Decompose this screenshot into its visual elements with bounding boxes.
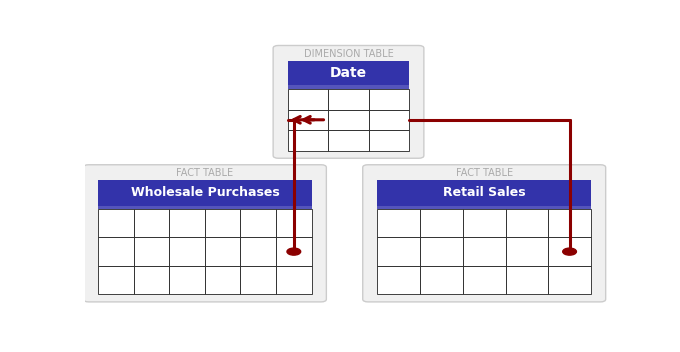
Bar: [169, 209, 205, 237]
Bar: [98, 206, 311, 209]
Bar: [241, 237, 276, 266]
Bar: [505, 209, 548, 237]
Text: Retail Sales: Retail Sales: [443, 187, 526, 200]
Bar: [377, 209, 420, 237]
Circle shape: [563, 248, 577, 255]
Bar: [369, 130, 409, 151]
Bar: [288, 89, 328, 109]
Circle shape: [287, 248, 301, 255]
Bar: [377, 237, 420, 266]
Text: FACT TABLE: FACT TABLE: [176, 168, 233, 178]
Bar: [288, 86, 409, 89]
Bar: [548, 209, 591, 237]
Bar: [205, 266, 241, 294]
Bar: [377, 266, 420, 294]
Bar: [276, 266, 311, 294]
Bar: [169, 266, 205, 294]
Bar: [548, 237, 591, 266]
Bar: [98, 181, 311, 206]
Bar: [288, 61, 409, 86]
FancyBboxPatch shape: [84, 165, 326, 302]
Bar: [134, 209, 169, 237]
Bar: [463, 266, 505, 294]
Text: Date: Date: [330, 66, 367, 80]
Text: DIMENSION TABLE: DIMENSION TABLE: [304, 49, 393, 59]
Bar: [134, 266, 169, 294]
Bar: [134, 237, 169, 266]
Bar: [463, 209, 505, 237]
Text: FACT TABLE: FACT TABLE: [456, 168, 513, 178]
Bar: [98, 237, 134, 266]
Bar: [328, 130, 369, 151]
Bar: [328, 109, 369, 130]
Bar: [241, 266, 276, 294]
Bar: [369, 109, 409, 130]
Bar: [276, 237, 311, 266]
Bar: [98, 266, 134, 294]
FancyBboxPatch shape: [362, 165, 606, 302]
Bar: [169, 237, 205, 266]
Bar: [369, 89, 409, 109]
Bar: [420, 266, 463, 294]
Bar: [98, 209, 134, 237]
Bar: [205, 237, 241, 266]
Bar: [288, 109, 328, 130]
Bar: [420, 209, 463, 237]
Bar: [377, 206, 591, 209]
Bar: [548, 266, 591, 294]
Bar: [377, 181, 591, 206]
Bar: [288, 130, 328, 151]
Bar: [420, 237, 463, 266]
Bar: [276, 209, 311, 237]
Bar: [463, 237, 505, 266]
Text: Wholesale Purchases: Wholesale Purchases: [131, 187, 279, 200]
Bar: [505, 237, 548, 266]
Bar: [328, 89, 369, 109]
FancyBboxPatch shape: [273, 45, 424, 158]
Bar: [205, 209, 241, 237]
Bar: [241, 209, 276, 237]
Bar: [505, 266, 548, 294]
